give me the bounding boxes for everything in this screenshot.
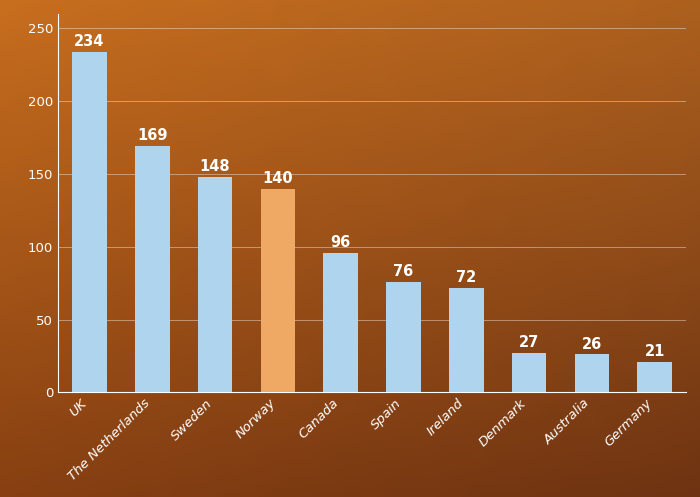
Bar <box>386 282 421 392</box>
Text: 169: 169 <box>137 128 167 144</box>
Bar <box>260 188 295 392</box>
Text: 234: 234 <box>74 34 105 49</box>
Bar <box>72 52 107 392</box>
Text: 27: 27 <box>519 335 539 350</box>
Text: 26: 26 <box>582 336 602 351</box>
Bar <box>512 353 547 392</box>
Text: 148: 148 <box>199 159 230 174</box>
Text: 140: 140 <box>262 170 293 186</box>
Text: 96: 96 <box>330 235 351 249</box>
Bar <box>135 146 169 392</box>
Bar <box>449 288 484 392</box>
Bar <box>323 252 358 392</box>
Bar <box>638 362 672 392</box>
Text: 21: 21 <box>645 344 665 359</box>
Text: 72: 72 <box>456 269 477 285</box>
Bar <box>575 354 609 392</box>
Text: 76: 76 <box>393 264 414 279</box>
Bar <box>198 177 232 392</box>
